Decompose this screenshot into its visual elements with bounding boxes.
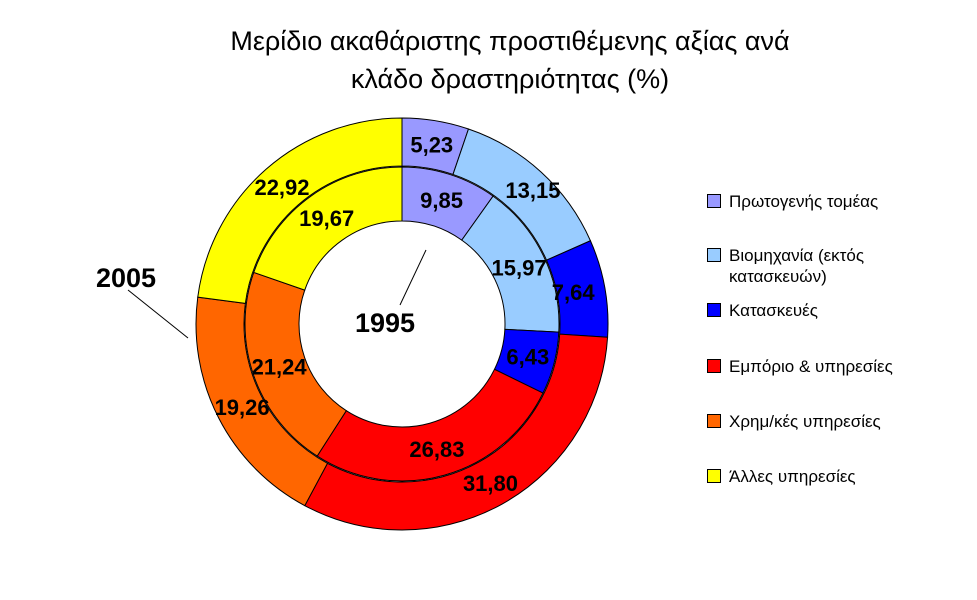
- outer-ring-label-primary: 5,23: [410, 132, 453, 157]
- outer-ring-label-trade: 31,80: [463, 471, 518, 496]
- legend-label: Κατασκευές: [729, 301, 818, 320]
- legend-label: Βιομηχανία (εκτός κατασκευών): [729, 246, 865, 286]
- legend-label: Χρημ/κές υπηρεσίες: [729, 412, 881, 431]
- legend-label: Εμπόριο & υπηρεσίες: [729, 357, 893, 376]
- legend-label: Πρωτογενής τομέας: [729, 192, 879, 211]
- outer-ring-label-construction: 7,64: [552, 280, 596, 305]
- legend-swatch: [707, 303, 721, 317]
- inner-ring-label-construction: 6,43: [506, 345, 549, 370]
- inner-ring-slice-trade: [316, 368, 544, 482]
- legend-item-other: Άλλες υπηρεσίες: [707, 466, 977, 487]
- legend-item-primary: Πρωτογενής τομέας: [707, 191, 977, 212]
- legend-label: Άλλες υπηρεσίες: [729, 467, 856, 486]
- legend-item-trade: Εμπόριο & υπηρεσίες: [707, 356, 977, 377]
- chart-title-line-1: Μερίδιο ακαθάριστης προστιθέμενης αξίας …: [230, 26, 790, 56]
- legend-swatch: [707, 248, 721, 262]
- outer-ring-label-financial: 19,26: [215, 395, 270, 420]
- inner-ring-label-trade: 26,83: [409, 437, 464, 462]
- inner-ring-series-label: 1995: [355, 308, 415, 338]
- inner-ring-slice-other: [253, 166, 403, 291]
- legend-item-construction: Κατασκευές: [707, 300, 977, 321]
- inner-ring-label-other: 19,67: [299, 206, 354, 231]
- legend-item-financial: Χρημ/κές υπηρεσίες: [707, 411, 977, 432]
- inner-ring-label-financial: 21,24: [252, 354, 308, 379]
- chart-title: Μερίδιο ακαθάριστης προστιθέμενης αξίας …: [100, 22, 920, 98]
- legend-swatch: [707, 359, 721, 373]
- outer-ring-label-other: 22,92: [254, 175, 309, 200]
- legend-swatch: [707, 414, 721, 428]
- outer-ring-leader-line: [127, 289, 189, 339]
- legend-swatch: [707, 469, 721, 483]
- outer-ring-series-label: 2005: [96, 263, 156, 293]
- legend-swatch: [707, 194, 721, 208]
- outer-ring-slice-other: [197, 117, 403, 304]
- outer-ring-label-industry: 13,15: [505, 178, 560, 203]
- inner-ring-leader-line: [399, 249, 427, 306]
- legend-item-industry: Βιομηχανία (εκτός κατασκευών): [707, 245, 929, 287]
- chart-title-line-2: κλάδο δραστηριότητας (%): [350, 64, 670, 94]
- inner-ring-label-primary: 9,85: [420, 188, 463, 213]
- inner-ring-label-industry: 15,97: [492, 255, 547, 280]
